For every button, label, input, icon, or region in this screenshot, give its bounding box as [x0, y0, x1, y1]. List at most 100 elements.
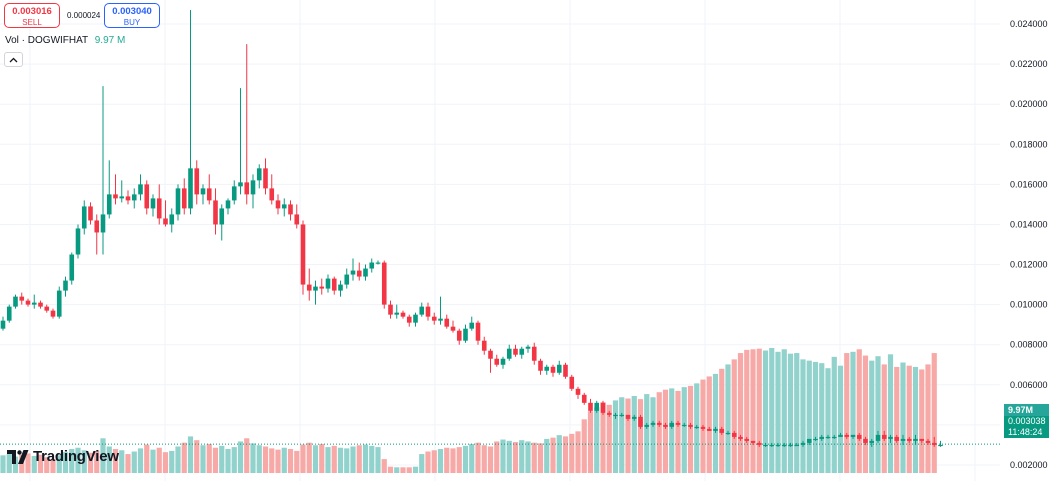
- candle: [738, 434, 743, 441]
- candle: [781, 442, 787, 447]
- brand-name: TradingView: [33, 448, 119, 465]
- volume-bar: [319, 443, 325, 473]
- candle-body: [738, 436, 743, 439]
- candle-body: [281, 204, 287, 209]
- candle-body: [256, 168, 262, 181]
- tradingview-logo[interactable]: TradingView: [7, 448, 119, 465]
- candle-body: [888, 436, 893, 439]
- candle: [144, 180, 150, 215]
- candle-body: [56, 290, 62, 317]
- candle-body: [119, 196, 125, 199]
- candle: [731, 430, 737, 439]
- volume-bar: [475, 442, 481, 473]
- candle-body: [569, 376, 575, 389]
- candle-body: [469, 322, 475, 329]
- candle-body: [6, 306, 12, 321]
- candle: [13, 294, 18, 309]
- candle: [575, 386, 581, 399]
- candle: [831, 434, 837, 439]
- candle: [838, 432, 843, 437]
- volume-bar: [412, 466, 419, 473]
- candle-body: [938, 444, 943, 447]
- candle: [513, 344, 518, 357]
- volume-bar: [762, 350, 769, 473]
- candle-body: [181, 188, 187, 209]
- price-axis: 0.024000 0.022000 0.020000 0.018000 0.016000…: [1010, 19, 1048, 470]
- candle-body: [213, 200, 218, 225]
- candle-body: [881, 434, 887, 439]
- candle: [275, 194, 281, 215]
- candle: [631, 414, 637, 421]
- volume-bar: [794, 353, 800, 473]
- candle: [75, 224, 81, 259]
- volume-bar: [112, 449, 119, 473]
- volume-bar: [744, 349, 750, 473]
- candle: [756, 440, 762, 447]
- candle: [813, 436, 818, 441]
- candle: [506, 344, 512, 361]
- legend-volume-value: 9.97 M: [94, 35, 126, 46]
- volume-bar: [237, 441, 244, 473]
- candle: [100, 86, 106, 255]
- candle: [188, 10, 193, 215]
- candle: [475, 320, 481, 345]
- sell-button[interactable]: 0.003016 SELL: [4, 3, 60, 28]
- candle: [250, 174, 256, 209]
- candle: [656, 420, 662, 427]
- candle-body: [669, 422, 675, 427]
- candle: [231, 180, 237, 205]
- volume-bar: [31, 455, 37, 473]
- candle: [875, 430, 881, 443]
- bar-countdown: 11:48:24: [1008, 427, 1043, 437]
- volume-bar: [756, 348, 762, 473]
- candle-body: [356, 270, 362, 277]
- volume-bar: [262, 446, 269, 473]
- buy-button[interactable]: 0.003040 BUY: [104, 3, 160, 28]
- collapse-legend-button[interactable]: [4, 52, 23, 67]
- candle-body: [400, 312, 406, 317]
- volume-bar: [419, 454, 425, 473]
- candle-body: [675, 422, 681, 425]
- candle-body: [894, 436, 900, 441]
- candle: [444, 314, 450, 329]
- volume-bar: [912, 366, 919, 473]
- volume-bar: [769, 348, 775, 473]
- candle: [225, 198, 231, 215]
- candle-body: [200, 188, 206, 195]
- candle-body: [525, 346, 531, 349]
- candle-body: [156, 198, 162, 219]
- volume-bar: [331, 445, 337, 473]
- candle-body: [575, 388, 581, 395]
- volume-bar: [500, 439, 506, 473]
- candle: [675, 420, 681, 427]
- volume-bar: [425, 451, 431, 473]
- candle: [50, 308, 56, 319]
- candle-body: [731, 432, 737, 437]
- candle-body: [19, 296, 25, 301]
- volume-bar: [712, 373, 719, 473]
- volume-bar: [75, 447, 81, 473]
- candle-body: [100, 214, 106, 233]
- candle: [931, 436, 937, 447]
- volume-bar: [431, 450, 437, 473]
- volume-legend: Vol · DOGWIFHAT 9.97 M: [5, 35, 125, 46]
- candle-body: [388, 304, 393, 315]
- candle: [663, 422, 668, 429]
- candle: [619, 412, 625, 417]
- price-tick-label: 0.012000: [1010, 260, 1048, 270]
- candle: [263, 158, 268, 195]
- volume-bar: [612, 400, 619, 473]
- candle-body: [275, 200, 281, 209]
- candle: [538, 358, 543, 375]
- volume-bar: [737, 353, 744, 473]
- candle-body: [581, 394, 587, 403]
- volume-bar: [219, 445, 225, 473]
- volume-bar: [125, 454, 131, 473]
- candle-body: [619, 414, 625, 417]
- candle: [869, 438, 875, 447]
- candle-body: [219, 208, 225, 225]
- candle: [775, 442, 781, 447]
- candle: [306, 268, 312, 301]
- price-tick-label: 0.016000: [1010, 179, 1048, 189]
